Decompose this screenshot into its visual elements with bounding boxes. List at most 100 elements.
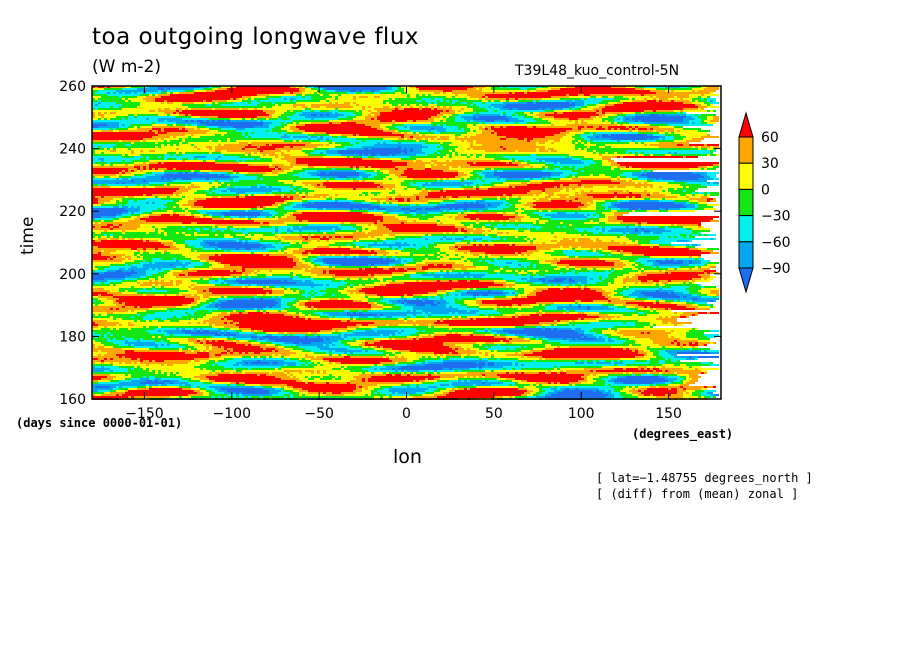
heatmap-cell [647,98,653,100]
heatmap-cell [176,246,185,248]
heatmap-cell [140,226,152,228]
heatmap-cell [533,222,536,224]
heatmap-cell [554,134,566,136]
heatmap-cell [218,186,227,188]
heatmap-cell [659,186,662,188]
heatmap-cell [707,106,719,108]
heatmap-cell [494,220,500,222]
heatmap-cell [323,284,326,286]
heatmap-cell [557,194,569,196]
heatmap-cell [188,142,239,144]
heatmap-cell [362,112,371,114]
heatmap-cell [674,260,677,262]
heatmap-cell [131,274,146,276]
heatmap-cell [188,124,191,126]
heatmap-cell [218,182,221,184]
heatmap-cell [257,274,266,276]
heatmap-cell [143,282,173,284]
heatmap-cell [368,208,374,210]
heatmap-cell [236,248,239,250]
heatmap-cell [452,96,455,98]
heatmap-cell [200,278,203,280]
heatmap-cell [287,248,299,250]
heatmap-cell [227,278,236,280]
heatmap-cell [533,126,536,128]
heatmap-cell [296,126,371,128]
heatmap-cell [341,122,356,124]
heatmap-cell [173,284,176,286]
heatmap-cell [701,108,704,110]
heatmap-cell [155,288,179,290]
heatmap-cell [281,188,293,190]
heatmap-cell [518,254,521,256]
heatmap-cell [452,288,467,290]
heatmap-cell [575,192,578,194]
heatmap-cell [560,132,569,134]
heatmap-cell [575,174,590,176]
heatmap-cell [662,138,665,140]
heatmap-cell [494,132,497,134]
heatmap-cell [158,272,167,274]
heatmap-cell [95,176,104,178]
heatmap-cell [587,148,698,150]
heatmap-cell [602,110,644,112]
heatmap-cell [653,96,656,98]
heatmap-cell [329,246,338,248]
heatmap-cell [623,286,626,288]
heatmap-cell [122,108,158,110]
heatmap-cell [557,258,560,260]
heatmap-cell [278,232,281,234]
heatmap-cell [659,178,662,180]
heatmap-cell [242,118,245,120]
heatmap-cell [332,142,335,144]
heatmap-cell [422,160,431,162]
heatmap-cell [155,284,158,286]
heatmap-cell [512,286,566,288]
heatmap-cell [365,232,368,234]
heatmap-cell [380,256,383,258]
heatmap-cell [590,164,602,166]
heatmap-cell [158,110,176,112]
heatmap-cell [515,284,530,286]
heatmap-cell [335,108,338,110]
heatmap-cell [623,250,701,252]
heatmap-cell [515,98,518,100]
heatmap-cell [500,100,506,102]
heatmap-cell [242,96,251,98]
heatmap-cell [581,190,584,192]
heatmap-cell [311,110,314,112]
heatmap-cell [605,202,611,204]
heatmap-cell [341,94,407,96]
heatmap-cell [362,154,365,156]
heatmap-cell [506,86,536,88]
heatmap-cell [656,284,659,286]
heatmap-cell [296,264,308,266]
heatmap-cell [92,282,95,284]
heatmap-cell [281,240,302,242]
heatmap-cell [134,162,143,164]
heatmap-cell [662,270,665,272]
heatmap-cell [578,128,581,130]
heatmap-cell [596,206,605,208]
heatmap-cell [614,282,623,284]
heatmap-cell [605,260,620,262]
heatmap-cell [626,166,629,168]
heatmap-cell [149,184,164,186]
heatmap-cell [194,146,197,148]
heatmap-cell [425,208,440,210]
heatmap-cell [386,102,389,104]
heatmap-cell [371,236,374,238]
heatmap-cell [470,288,473,290]
heatmap-cell [125,118,128,120]
heatmap-cell [437,204,446,206]
heatmap-cell [707,100,710,102]
heatmap-cell [134,170,137,172]
heatmap-cell [674,224,677,226]
heatmap-cell [629,126,632,128]
heatmap-cell [401,92,407,94]
heatmap-cell [395,196,416,198]
heatmap-cell [500,220,503,222]
heatmap-cell [146,92,161,94]
heatmap-cell [602,230,605,232]
heatmap-cell [575,104,584,106]
